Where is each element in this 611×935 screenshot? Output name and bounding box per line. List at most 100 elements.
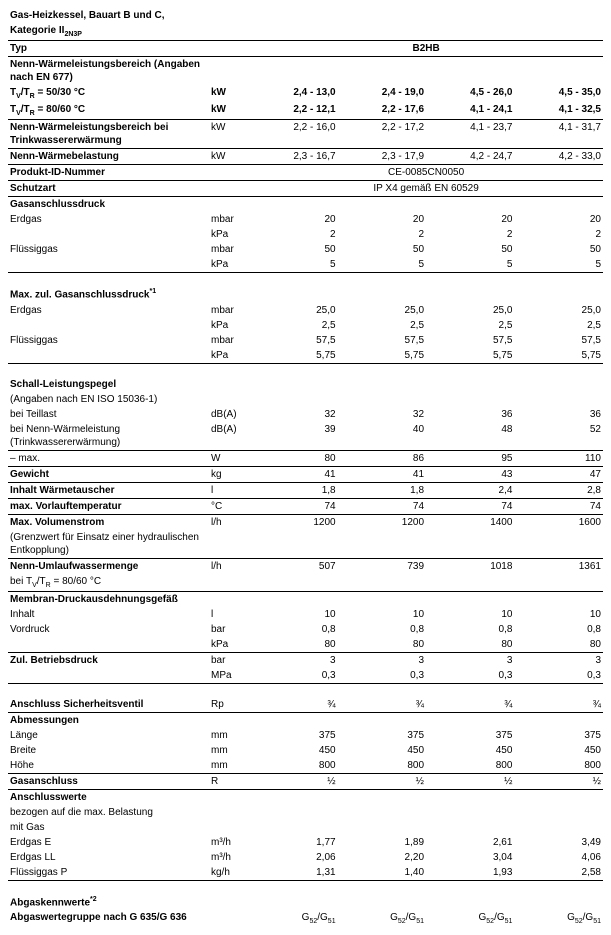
row-val-23-1: 86 <box>338 450 426 466</box>
row-label-25: Inhalt Wärmetauscher <box>8 482 209 498</box>
row-val-2-3: 4,1 - 32,5 <box>514 102 603 120</box>
row-unit-28 <box>209 530 249 559</box>
row-val-8-1: 20 <box>338 212 426 227</box>
typ-label: Typ <box>8 41 209 57</box>
row-val-42-1: 800 <box>338 758 426 774</box>
row-label-7: Gasanschlussdruck <box>8 197 209 213</box>
row-val-41-0: 450 <box>249 743 337 758</box>
row-val-16-2: 57,5 <box>426 333 514 348</box>
row-val-10-1: 50 <box>338 242 426 257</box>
row-label-1: TV/TR = 50/30 °C <box>8 85 209 102</box>
row-val-1-1: 2,4 - 19,0 <box>338 85 426 102</box>
row-val-23-0: 80 <box>249 450 337 466</box>
row-val-29-3: 1361 <box>514 558 603 574</box>
row-val-9-3: 2 <box>514 227 603 242</box>
header-subtitle: Kategorie II2N3P <box>8 23 603 41</box>
row-label-4: Nenn-Wärmebelastung <box>8 149 209 165</box>
row-label-9 <box>8 227 209 242</box>
row-unit-17: kPa <box>209 348 249 364</box>
row-label-42: Höhe <box>8 758 209 774</box>
row-label-26: max. Vorlauftemperatur <box>8 498 209 514</box>
row-val-42-3: 800 <box>514 758 603 774</box>
row-val-21-2: 36 <box>426 407 514 422</box>
row-val-49-0: 1,31 <box>249 865 337 881</box>
row-unit-2: kW <box>209 102 249 120</box>
row-val-32-2: 10 <box>426 607 514 622</box>
row-unit-43: R <box>209 773 249 789</box>
row-val-17-1: 5,75 <box>338 348 426 364</box>
row-val-47-3: 3,49 <box>514 835 603 850</box>
row-unit-48: m³/h <box>209 850 249 865</box>
row-val-35-3: 3 <box>514 652 603 668</box>
row-val-24-0: 41 <box>249 466 337 482</box>
row-val-25-3: 2,8 <box>514 482 603 498</box>
row-val-32-0: 10 <box>249 607 337 622</box>
row-unit-42: mm <box>209 758 249 774</box>
row-unit-30 <box>209 574 249 592</box>
row-unit-21: dB(A) <box>209 407 249 422</box>
row-val-26-3: 74 <box>514 498 603 514</box>
row-val-21-1: 32 <box>338 407 426 422</box>
row-val-26-2: 74 <box>426 498 514 514</box>
row-label-21: bei Teillast <box>8 407 209 422</box>
row-val-27-3: 1600 <box>514 514 603 530</box>
row-label-31: Membran-Druckausdehnungsgefäß <box>8 591 209 607</box>
row-label-38: Anschluss Sicherheitsventil <box>8 697 209 713</box>
header-title: Gas-Heizkessel, Bauart B und C, <box>8 8 603 23</box>
row-unit-6 <box>209 181 249 197</box>
row-val-33-3: 0,8 <box>514 622 603 637</box>
row-label-13: Max. zul. Gasanschlussdruck*1 <box>8 286 209 302</box>
row-unit-34: kPa <box>209 637 249 653</box>
row-label-45: bezogen auf die max. Belastung <box>8 805 209 820</box>
row-label-28: (Grenzwert für Einsatz einer hydraulisch… <box>8 530 209 559</box>
row-val-25-1: 1,8 <box>338 482 426 498</box>
row-val-29-2: 1018 <box>426 558 514 574</box>
row-val-35-0: 3 <box>249 652 337 668</box>
row-val-40-1: 375 <box>338 728 426 743</box>
row-label-51: Abgaskennwerte*2 <box>8 894 209 910</box>
row-label-17 <box>8 348 209 364</box>
row-label-30: bei TV/TR = 80/60 °C <box>8 574 209 592</box>
row-val-35-1: 3 <box>338 652 426 668</box>
row-val-52-0: G52/G51 <box>249 910 337 927</box>
row-val-8-2: 20 <box>426 212 514 227</box>
row-label-6: Schutzart <box>8 181 209 197</box>
row-label-3: Nenn-Wärmeleistungsbereich bei Trinkwass… <box>8 120 209 149</box>
row-unit-13 <box>209 286 249 302</box>
row-val-23-2: 95 <box>426 450 514 466</box>
row-centerval-5: CE-0085CN0050 <box>249 165 603 181</box>
row-unit-3: kW <box>209 120 249 149</box>
row-val-49-3: 2,58 <box>514 865 603 881</box>
row-unit-38: Rp <box>209 697 249 713</box>
row-label-20: (Angaben nach EN ISO 15036-1) <box>8 392 209 407</box>
row-val-11-0: 5 <box>249 257 337 273</box>
row-unit-7 <box>209 197 249 213</box>
row-label-5: Produkt-ID-Nummer <box>8 165 209 181</box>
row-val-24-2: 43 <box>426 466 514 482</box>
row-label-36 <box>8 668 209 684</box>
row-unit-40: mm <box>209 728 249 743</box>
row-val-21-3: 36 <box>514 407 603 422</box>
row-val-32-3: 10 <box>514 607 603 622</box>
row-val-10-0: 50 <box>249 242 337 257</box>
row-val-14-1: 25,0 <box>338 303 426 318</box>
row-unit-16: mbar <box>209 333 249 348</box>
row-val-40-3: 375 <box>514 728 603 743</box>
row-label-27: Max. Volumenstrom <box>8 514 209 530</box>
row-val-22-0: 39 <box>249 422 337 451</box>
row-val-3-0: 2,2 - 16,0 <box>249 120 337 149</box>
row-val-11-1: 5 <box>338 257 426 273</box>
row-val-52-1: G52/G51 <box>338 910 426 927</box>
row-label-43: Gasanschluss <box>8 773 209 789</box>
row-val-8-3: 20 <box>514 212 603 227</box>
row-val-14-0: 25,0 <box>249 303 337 318</box>
row-val-17-3: 5,75 <box>514 348 603 364</box>
row-label-40: Länge <box>8 728 209 743</box>
row-label-48: Erdgas LL <box>8 850 209 865</box>
row-val-22-3: 52 <box>514 422 603 451</box>
row-unit-45 <box>209 805 249 820</box>
row-val-36-0: 0,3 <box>249 668 337 684</box>
row-unit-1: kW <box>209 85 249 102</box>
row-val-41-2: 450 <box>426 743 514 758</box>
row-val-40-0: 375 <box>249 728 337 743</box>
